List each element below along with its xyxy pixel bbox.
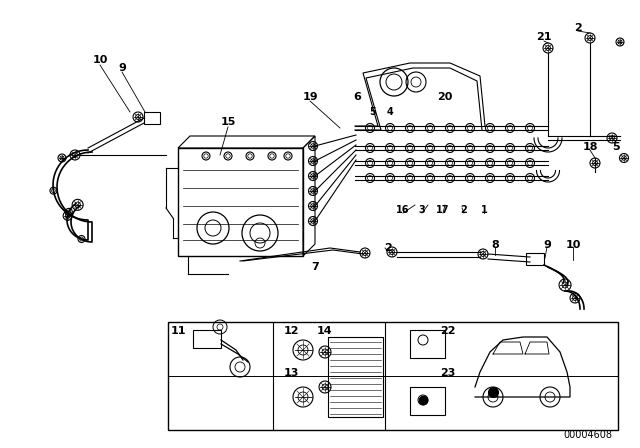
- Text: 19: 19: [302, 92, 318, 102]
- Text: 22: 22: [440, 326, 456, 336]
- Bar: [168, 322, 618, 430]
- Bar: [193, 330, 221, 348]
- Text: 6: 6: [353, 92, 361, 102]
- Text: 7: 7: [311, 262, 319, 272]
- Bar: [328, 337, 383, 417]
- Bar: [144, 112, 160, 124]
- Text: 12: 12: [284, 326, 299, 336]
- Text: 9: 9: [118, 63, 126, 73]
- Text: 4: 4: [387, 107, 394, 117]
- Text: 13: 13: [284, 368, 299, 378]
- Text: 18: 18: [582, 142, 598, 152]
- Text: 3: 3: [419, 205, 426, 215]
- Text: 21: 21: [536, 32, 552, 42]
- Text: 15: 15: [220, 117, 236, 127]
- Text: 5: 5: [370, 107, 376, 117]
- Text: 2: 2: [384, 243, 392, 253]
- Text: 14: 14: [317, 326, 333, 336]
- Text: 8: 8: [491, 240, 499, 250]
- Text: 10: 10: [92, 55, 108, 65]
- Text: 23: 23: [440, 368, 456, 378]
- Bar: [410, 330, 445, 358]
- Text: 00004608: 00004608: [563, 430, 612, 440]
- Bar: [178, 148, 303, 256]
- Text: 5: 5: [612, 142, 620, 152]
- Text: 1: 1: [481, 205, 488, 215]
- Bar: [526, 253, 544, 265]
- Bar: [410, 387, 445, 415]
- Text: 11: 11: [170, 326, 186, 336]
- Text: 2: 2: [574, 23, 582, 33]
- Text: 9: 9: [543, 240, 551, 250]
- Text: 20: 20: [437, 92, 452, 102]
- Text: 17: 17: [436, 205, 450, 215]
- Text: 10: 10: [565, 240, 580, 250]
- Text: 2: 2: [461, 205, 467, 215]
- Text: 16: 16: [396, 205, 410, 215]
